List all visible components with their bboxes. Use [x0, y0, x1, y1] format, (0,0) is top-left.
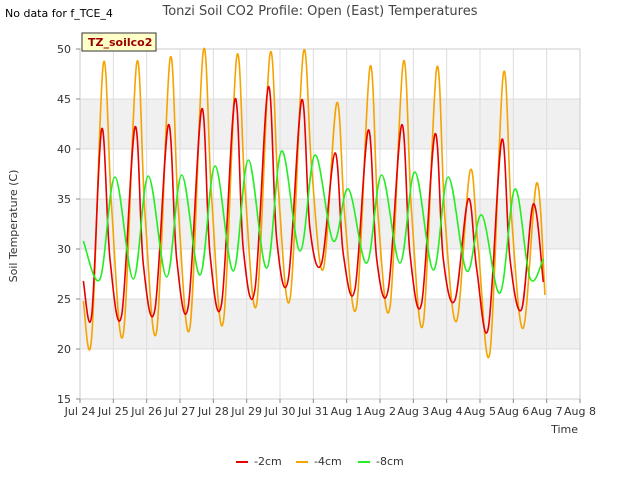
y-tick-label: 20: [57, 343, 71, 356]
x-tick-label: Aug 4: [431, 405, 463, 418]
x-tick-label: Jul 24: [64, 405, 96, 418]
station-label-box: TZ_soilco2: [81, 32, 157, 52]
x-tick-label: Jul 26: [130, 405, 162, 418]
y-tick-label: 35: [57, 193, 71, 206]
series-line-m8cm: [82, 150, 545, 294]
x-tick-label: Jul 29: [230, 405, 262, 418]
plot-band: [80, 99, 580, 149]
x-tick-label: Aug 1: [331, 405, 363, 418]
x-tick-label: Jul 28: [197, 405, 229, 418]
legend-label: -2cm: [254, 455, 282, 468]
x-tick-label: Jul 25: [97, 405, 129, 418]
y-axis-label: Soil Temperature (C): [7, 170, 20, 283]
station-label-bg: [81, 32, 157, 52]
x-tick-label: Jul 31: [297, 405, 329, 418]
series-layer: [82, 47, 546, 359]
y-tick-label: 45: [57, 93, 71, 106]
y-tick-label: 40: [57, 143, 71, 156]
x-tick-label: Aug 5: [464, 405, 496, 418]
y-tick-label: 25: [57, 293, 71, 306]
y-tick-label: 50: [57, 43, 71, 56]
x-axis: Jul 24 Jul 25 Jul 26 Jul 27 Jul 28 Jul 29 Jul …: [64, 399, 596, 418]
y-tick-label: 30: [57, 243, 71, 256]
legend: -2cm -4cm -8cm: [236, 455, 404, 468]
x-tick-label: Aug 6: [497, 405, 529, 418]
x-tick-label: Aug 3: [397, 405, 429, 418]
plot-band: [80, 299, 580, 349]
chart-title: Tonzi Soil CO2 Profile: Open (East) Temp…: [161, 4, 477, 19]
y-axis: 15 20 25 30 35 40 45 50: [57, 43, 80, 406]
x-tick-label: Aug 7: [531, 405, 563, 418]
plot-frame: [79, 48, 581, 400]
x-tick-label: Jul 30: [264, 405, 296, 418]
x-axis-label: Time: [550, 423, 578, 436]
y-tick-label: 15: [57, 393, 71, 406]
legend-label: -4cm: [314, 455, 342, 468]
x-tick-label: Aug 2: [364, 405, 396, 418]
series-line-m2cm: [82, 86, 545, 334]
x-tick-label: Aug 8: [564, 405, 596, 418]
station-label: TZ_soilco2: [88, 36, 152, 49]
x-tick-label: Jul 27: [164, 405, 196, 418]
no-data-note: No data for f_TCE_4: [5, 7, 113, 20]
plot-bands: [80, 99, 580, 349]
legend-label: -8cm: [376, 455, 404, 468]
